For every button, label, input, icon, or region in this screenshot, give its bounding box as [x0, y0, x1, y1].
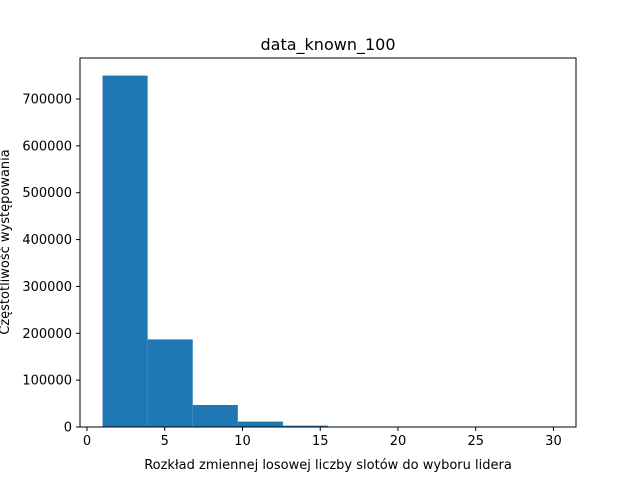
x-tick-label: 30: [545, 434, 562, 449]
histogram-bar-3: [192, 404, 238, 427]
x-tick-label: 0: [83, 434, 91, 449]
y-tick-label: 0: [64, 421, 72, 436]
x-tick-label: 15: [312, 434, 329, 449]
bars-group: [102, 75, 554, 428]
x-tick-label: 25: [467, 434, 484, 449]
histogram-bar-1: [102, 75, 148, 428]
y-axis: 0 100000 200000 300000 400000 500000 600000 700…: [22, 93, 80, 436]
x-axis: 0 5 10 15 20 25 30: [83, 427, 562, 449]
y-tick-label: 700000: [22, 93, 72, 108]
y-tick-label: 100000: [22, 374, 72, 389]
x-axis-label: Rozkład zmiennej losowej liczby slotów d…: [144, 458, 512, 473]
plot-frame: [79, 57, 577, 428]
histogram-bar-2: [147, 339, 193, 427]
y-tick-label: 300000: [22, 280, 72, 295]
x-tick-label: 20: [390, 434, 407, 449]
y-tick-label: 200000: [22, 327, 72, 342]
y-tick-label: 600000: [22, 139, 72, 154]
histogram-bar-5: [282, 425, 328, 427]
y-tick-label: 400000: [22, 233, 72, 248]
y-axis-label: Częstotliwość występowania: [0, 149, 13, 335]
chart-title: data_known_100: [261, 35, 396, 55]
histogram-bar-4: [237, 421, 283, 427]
x-tick-label: 10: [234, 434, 251, 449]
y-tick-label: 500000: [22, 186, 72, 201]
x-tick-label: 5: [161, 434, 169, 449]
